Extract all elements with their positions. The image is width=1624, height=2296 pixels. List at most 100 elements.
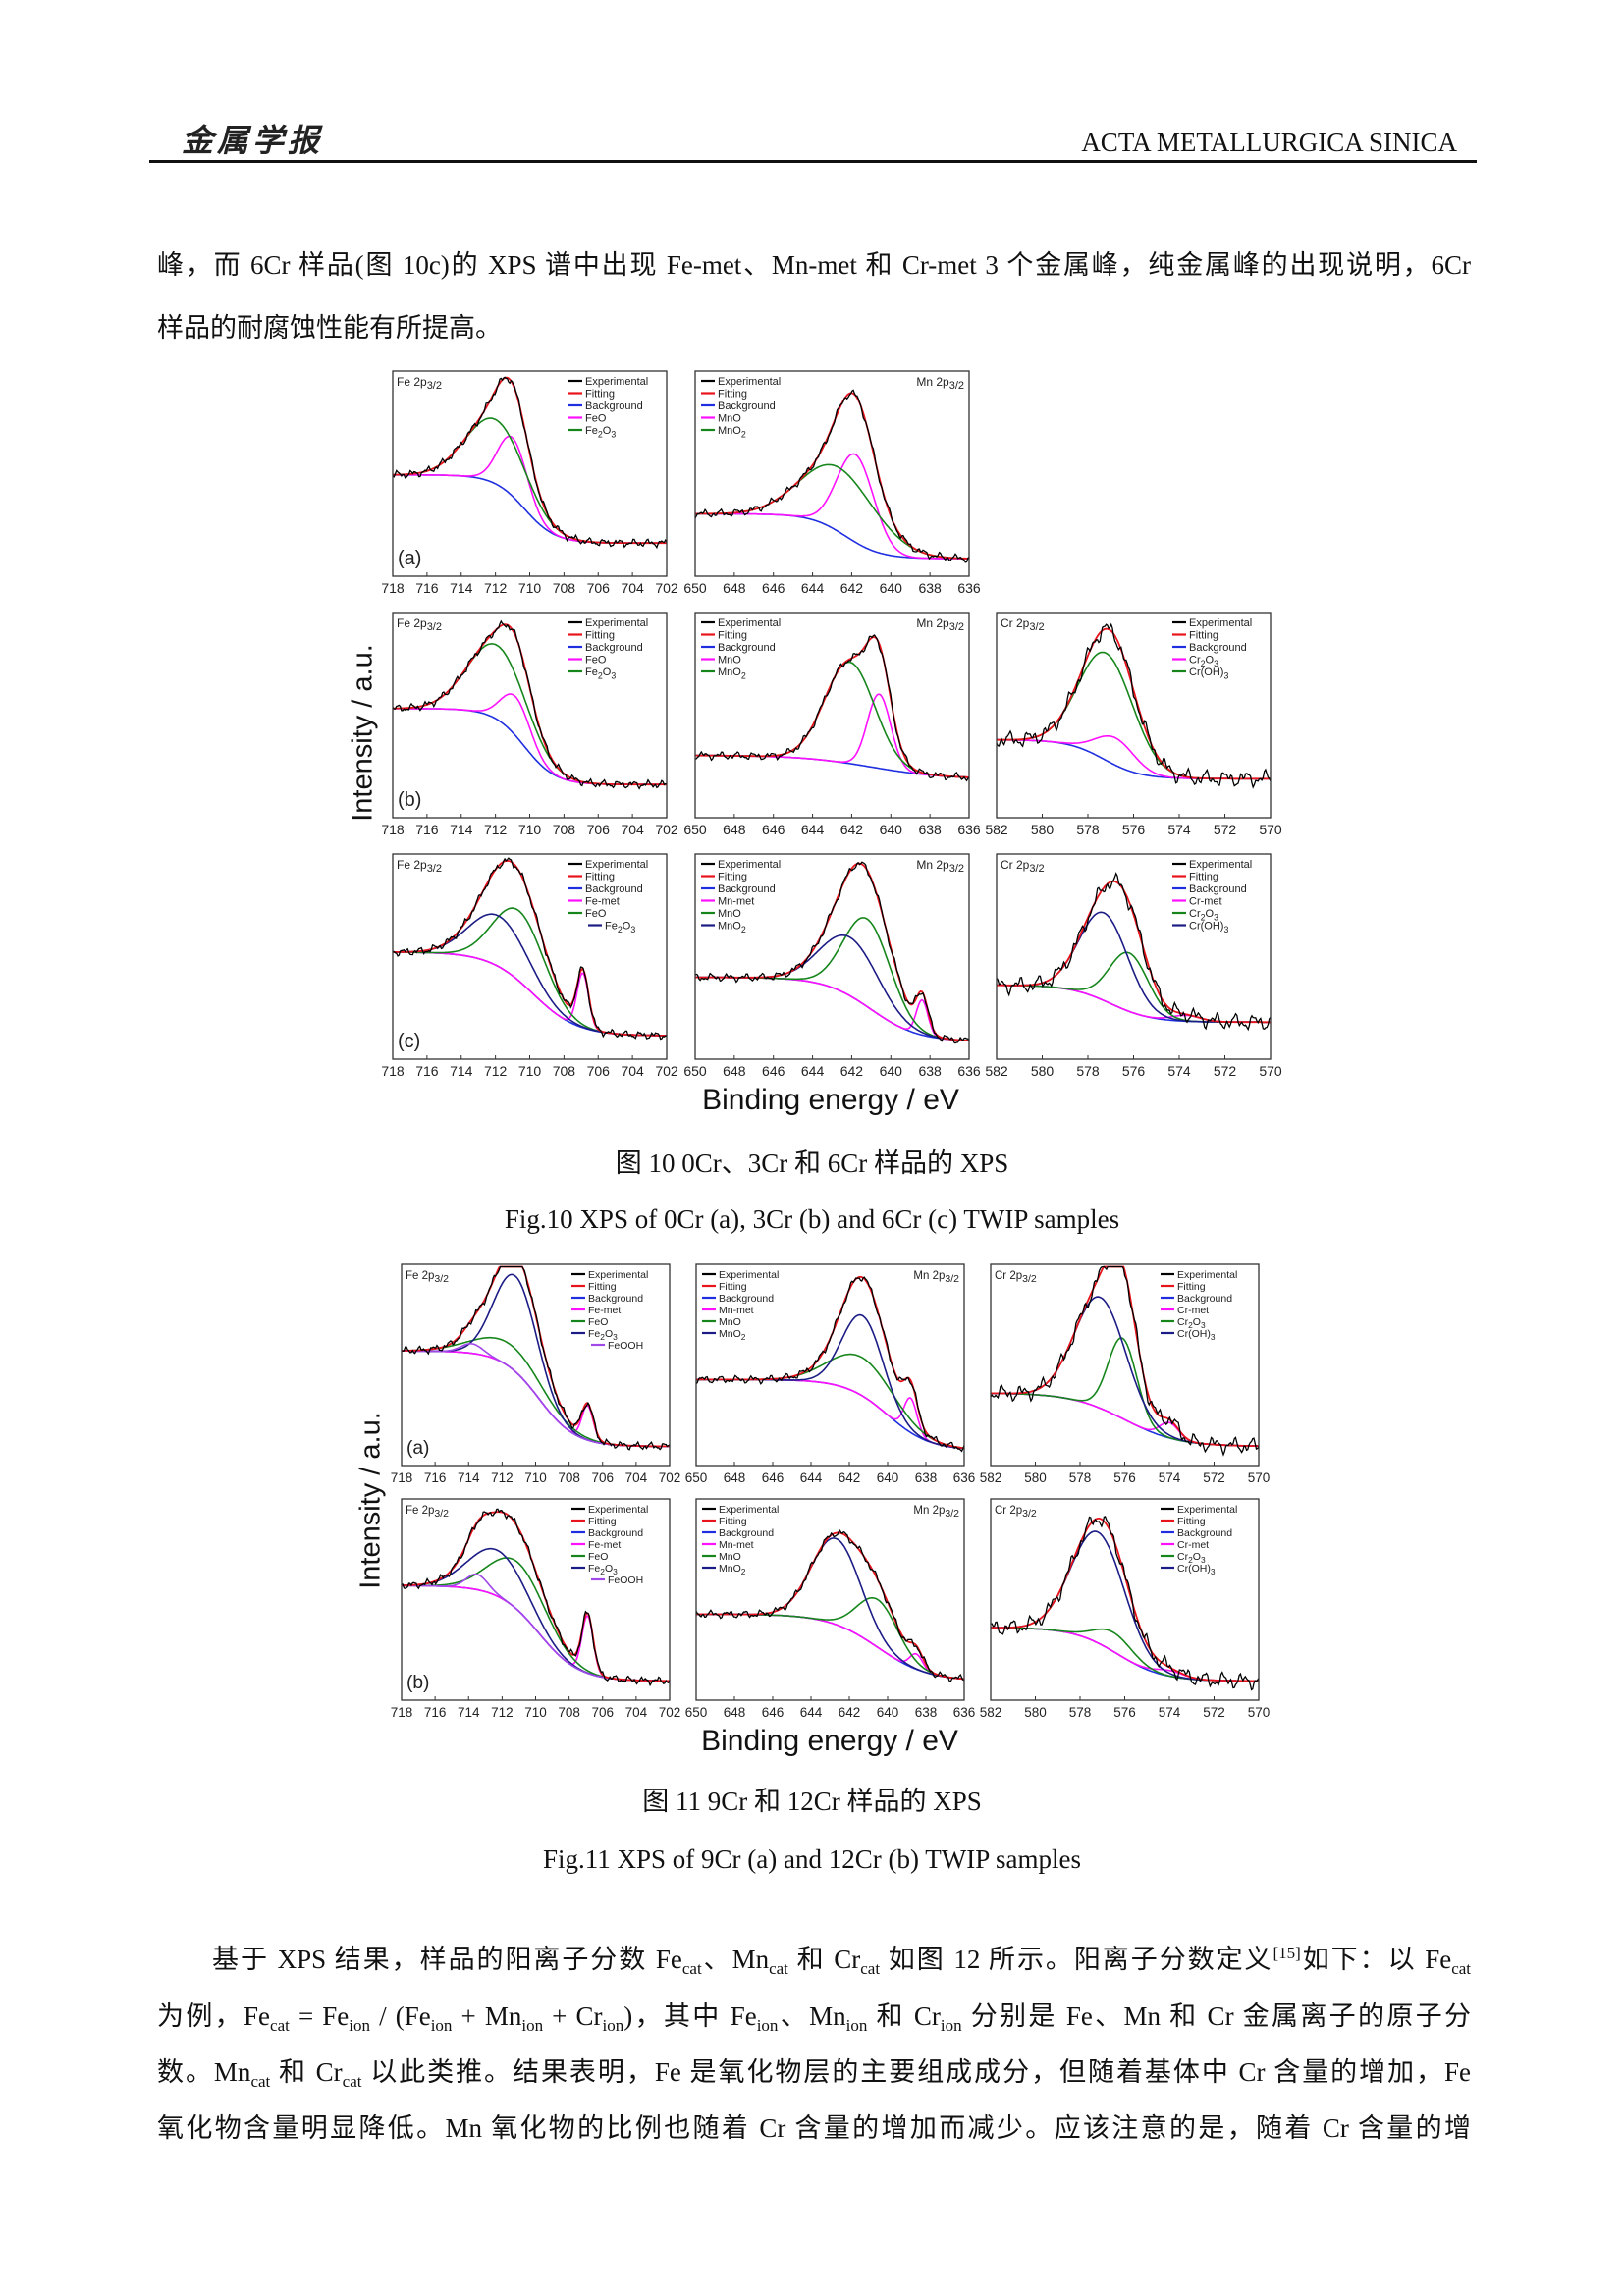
legend-label: Background bbox=[588, 1293, 643, 1305]
legend-label: Fitting bbox=[585, 630, 615, 642]
x-tick-label: 650 bbox=[685, 1470, 708, 1485]
x-tick-label: 580 bbox=[1031, 1063, 1055, 1079]
experimental-curve bbox=[695, 1529, 965, 1682]
legend-label: Fe-met bbox=[588, 1305, 621, 1316]
component-curve-fe2o3 bbox=[393, 913, 667, 1037]
legend-label: Fe-met bbox=[585, 896, 620, 908]
component-curve-cr2o3 bbox=[997, 951, 1271, 1024]
xps-panel-fe: 718 716 714 712 710 708 706 704 702 Fe 2p3/2 (a) Ex… bbox=[381, 370, 678, 596]
paragraph-line: 基于 XPS 结果，样品的阳离子分数 Fecat、Mncat 和 Crcat 如… bbox=[212, 1943, 1471, 1978]
x-tick-label: 706 bbox=[587, 822, 611, 837]
xps-plot: 718 716 714 712 710 708 706 704 702 Fe 2p3/2 (b) Ex… bbox=[381, 612, 678, 837]
legend-label: Experimental bbox=[719, 1504, 779, 1516]
xps-plot: 718 716 714 712 710 708 706 704 702 Fe 2p3/2 (b) Ex… bbox=[391, 1498, 680, 1720]
legend-label: Mn-met bbox=[719, 1305, 754, 1316]
paragraph-text: ion bbox=[349, 2016, 371, 2035]
xps-plot: 650 648 646 644 642 640 638 636 Mn 2p3/2 Experime… bbox=[683, 612, 981, 837]
background-curve bbox=[991, 1627, 1259, 1682]
background-curve bbox=[393, 951, 667, 1037]
x-tick-label: 642 bbox=[840, 580, 864, 596]
legend-label: Fitting bbox=[1189, 872, 1218, 883]
x-tick-label: 636 bbox=[957, 1063, 981, 1079]
panel-title: Fe 2p3/2 bbox=[397, 858, 442, 875]
legend-label: Fe-met bbox=[588, 1539, 621, 1551]
intro-line-2: 样品的耐腐蚀性能有所提高。 bbox=[157, 313, 502, 343]
x-tick-label: 650 bbox=[683, 1063, 707, 1079]
fitting-curve bbox=[997, 880, 1271, 1024]
paragraph-text: 分别是 Fe、Mn 和 Cr 金属离子的原子分 bbox=[961, 2002, 1472, 2031]
xps-panel-fe: 718 716 714 712 710 708 706 704 702 Fe 2p3/2 (c) Ex… bbox=[381, 853, 678, 1079]
xps-plot: 718 716 714 712 710 708 706 704 702 Fe 2p3/2 (a) Ex… bbox=[381, 370, 678, 596]
legend-label: Cr-met bbox=[1177, 1305, 1209, 1316]
legend-label: Experimental bbox=[718, 859, 781, 871]
x-tick-label: 572 bbox=[1203, 1470, 1225, 1485]
legend-label: Experimental bbox=[719, 1269, 779, 1281]
legend-label: MnO bbox=[718, 908, 741, 920]
legend-label: FeOOH bbox=[608, 1340, 643, 1352]
x-tick-label: 710 bbox=[518, 822, 542, 837]
legend-label: Cr(OH)3 bbox=[1189, 667, 1228, 680]
legend-label: Cr(OH)3 bbox=[1177, 1328, 1216, 1342]
x-tick-label: 716 bbox=[415, 1063, 439, 1079]
legend-label: Background bbox=[588, 1527, 643, 1539]
x-tick-label: 704 bbox=[621, 580, 644, 596]
legend-label: Fitting bbox=[585, 872, 615, 883]
x-tick-label: 576 bbox=[1122, 1063, 1146, 1079]
x-tick-label: 644 bbox=[800, 1705, 823, 1720]
x-tick-label: 650 bbox=[685, 1705, 708, 1720]
legend-label: Fitting bbox=[588, 1281, 617, 1293]
background-curve bbox=[696, 1613, 965, 1681]
legend-label: Experimental bbox=[585, 617, 648, 629]
x-tick-label: 640 bbox=[877, 1705, 899, 1720]
paragraph-text: )，其中 Fe bbox=[623, 2002, 757, 2031]
legend-label: FeO bbox=[588, 1551, 608, 1563]
paragraph-text: cat bbox=[681, 1959, 702, 1978]
legend-label: Background bbox=[718, 883, 776, 895]
legend-label: FeO bbox=[588, 1316, 608, 1328]
xps-panel-mn: 650 648 646 644 642 640 638 636 Mn 2p3/2 Experime… bbox=[683, 612, 981, 837]
panel-label: (b) bbox=[406, 1673, 429, 1693]
panel-title: Cr 2p3/2 bbox=[995, 1505, 1037, 1520]
x-tick-label: 636 bbox=[953, 1705, 976, 1720]
x-tick-label: 636 bbox=[953, 1470, 976, 1485]
xps-panel-mn: 650 648 646 644 642 640 638 636 Mn 2p3/2 Experime… bbox=[683, 370, 981, 596]
x-tick-label: 702 bbox=[659, 1470, 681, 1485]
figure-10-caption-zh: 图 10 0Cr、3Cr 和 6Cr 样品的 XPS bbox=[615, 1148, 1009, 1178]
x-tick-label: 718 bbox=[391, 1705, 413, 1720]
legend-label: Experimental bbox=[718, 376, 781, 388]
paragraph-text: ion bbox=[756, 2016, 779, 2035]
legend-label: Fe2O3 bbox=[588, 1563, 618, 1576]
x-tick-label: 704 bbox=[621, 822, 644, 837]
background-curve bbox=[997, 738, 1271, 780]
legend-label: Background bbox=[719, 1527, 774, 1539]
experimental-curve bbox=[695, 1276, 965, 1453]
x-tick-label: 714 bbox=[450, 580, 473, 596]
component-curve-cr-oh-3 bbox=[997, 911, 1271, 1024]
legend-label: Fe2O3 bbox=[585, 425, 616, 439]
journal-logo: 金属学报 bbox=[182, 122, 324, 159]
component-curve-cr2o3 bbox=[991, 1627, 1259, 1682]
paragraph-text: 基于 XPS 结果，样品的阳离子分数 Fe bbox=[212, 1945, 682, 1974]
legend-label: Background bbox=[719, 1293, 774, 1305]
legend-label: Background bbox=[1177, 1527, 1232, 1539]
x-tick-label: 582 bbox=[980, 1470, 1002, 1485]
legend-label: Fitting bbox=[585, 389, 615, 400]
legend-label: MnO2 bbox=[719, 1328, 746, 1342]
x-tick-label: 576 bbox=[1113, 1705, 1136, 1720]
x-tick-label: 640 bbox=[880, 822, 903, 837]
legend-label: Background bbox=[585, 883, 643, 895]
x-tick-label: 578 bbox=[1076, 1063, 1100, 1079]
legend-label: Fitting bbox=[719, 1516, 747, 1527]
panel-title: Cr 2p3/2 bbox=[1001, 616, 1045, 633]
x-tick-label: 644 bbox=[801, 822, 825, 837]
legend-label: MnO bbox=[718, 413, 741, 425]
x-tick-label: 644 bbox=[801, 1063, 825, 1079]
legend-label: FeO bbox=[585, 908, 607, 920]
x-tick-label: 580 bbox=[1024, 1470, 1047, 1485]
paragraph-text: [15] bbox=[1272, 1944, 1301, 1962]
x-tick-label: 574 bbox=[1159, 1470, 1181, 1485]
legend-label: Background bbox=[585, 400, 643, 412]
x-tick-label: 702 bbox=[655, 822, 678, 837]
x-tick-label: 570 bbox=[1259, 1063, 1282, 1079]
x-tick-label: 708 bbox=[553, 580, 576, 596]
